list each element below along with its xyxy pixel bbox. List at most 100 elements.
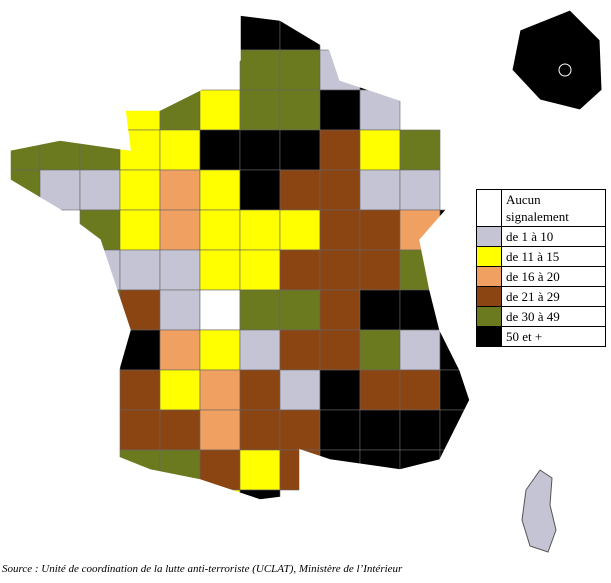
department xyxy=(119,249,161,291)
department xyxy=(239,209,281,251)
department xyxy=(199,129,241,171)
department xyxy=(399,409,441,451)
department xyxy=(359,409,401,451)
department xyxy=(199,209,241,251)
department xyxy=(359,89,401,131)
department xyxy=(399,289,441,331)
legend-swatch xyxy=(477,227,502,246)
department xyxy=(39,129,81,171)
department xyxy=(279,329,321,371)
department xyxy=(239,409,281,451)
legend-swatch xyxy=(477,190,502,226)
legend-item: de 30 à 49 xyxy=(477,306,605,326)
legend-label: de 1 à 10 xyxy=(506,229,554,244)
department xyxy=(239,49,281,91)
corsica xyxy=(521,469,557,553)
department xyxy=(199,289,241,331)
legend-swatch xyxy=(477,287,502,306)
department xyxy=(359,249,401,291)
department xyxy=(79,169,121,211)
department xyxy=(359,369,401,411)
legend-item: de 16 à 20 xyxy=(477,266,605,286)
legend-item: 50 et + xyxy=(477,326,605,346)
department xyxy=(319,409,361,451)
department xyxy=(439,249,470,291)
paris-inset xyxy=(511,9,603,111)
department xyxy=(159,489,201,500)
department xyxy=(279,249,321,291)
department xyxy=(319,289,361,331)
source: Source : Unité de coordination de la lut… xyxy=(2,563,403,575)
department xyxy=(239,449,281,491)
department xyxy=(439,369,470,411)
legend-label: Aucun signalement xyxy=(506,192,569,224)
department xyxy=(319,329,361,371)
department xyxy=(239,329,281,371)
department xyxy=(159,329,201,371)
department xyxy=(199,329,241,371)
department xyxy=(279,129,321,171)
legend-label: de 16 à 20 xyxy=(506,269,560,284)
department xyxy=(119,409,161,451)
france-outline xyxy=(9,14,471,501)
legend-swatch xyxy=(477,247,502,266)
department xyxy=(39,169,81,211)
department xyxy=(319,89,361,131)
department xyxy=(239,249,281,291)
department xyxy=(439,409,470,451)
department xyxy=(399,129,441,171)
department xyxy=(199,409,241,451)
department xyxy=(239,289,281,331)
department xyxy=(319,129,361,171)
department xyxy=(399,169,441,211)
legend-swatch xyxy=(477,267,502,286)
department xyxy=(199,369,241,411)
department xyxy=(159,249,201,291)
department xyxy=(279,289,321,331)
department xyxy=(159,209,201,251)
department xyxy=(10,129,41,171)
legend-label: de 21 à 29 xyxy=(506,289,560,304)
legend-swatch xyxy=(477,327,502,346)
department xyxy=(319,169,361,211)
department xyxy=(119,369,161,411)
department xyxy=(239,15,281,51)
department xyxy=(279,169,321,211)
department xyxy=(199,169,241,211)
department xyxy=(279,209,321,251)
department xyxy=(159,169,201,211)
department xyxy=(279,49,321,91)
map xyxy=(9,9,603,553)
legend-label: de 11 à 15 xyxy=(506,249,560,264)
department xyxy=(10,169,41,211)
department xyxy=(239,489,281,500)
department xyxy=(319,209,361,251)
paris-inset-center xyxy=(558,63,572,77)
department xyxy=(399,209,441,251)
department xyxy=(159,449,201,491)
department xyxy=(239,369,281,411)
legend-item: de 21 à 29 xyxy=(477,286,605,306)
legend-label: 50 et + xyxy=(506,329,543,344)
department xyxy=(319,249,361,291)
legend-item: Aucun signalement xyxy=(477,190,605,226)
department xyxy=(439,329,470,371)
department xyxy=(199,449,241,491)
department xyxy=(399,329,441,371)
department xyxy=(79,289,121,331)
department xyxy=(359,329,401,371)
department xyxy=(199,489,241,500)
legend-label: de 30 à 49 xyxy=(506,309,560,324)
legend: Aucun signalement de 1 à 10 de 11 à 15 de 1… xyxy=(476,189,606,347)
legend-item: de 11 à 15 xyxy=(477,246,605,266)
department xyxy=(439,209,470,251)
department xyxy=(279,409,321,451)
department xyxy=(279,89,321,131)
department xyxy=(279,15,321,51)
department xyxy=(159,89,201,131)
department xyxy=(119,209,161,251)
department xyxy=(119,169,161,211)
legend-item: de 1 à 10 xyxy=(477,226,605,246)
department xyxy=(119,449,161,491)
